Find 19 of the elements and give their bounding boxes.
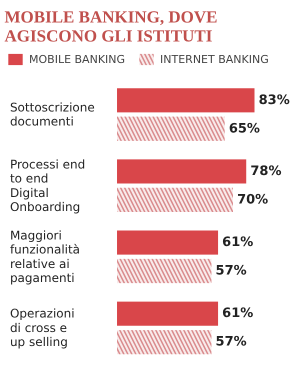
bar (117, 88, 255, 112)
bar (117, 302, 218, 326)
data-label: 83% (258, 92, 290, 108)
chart-title: MOBILE BANKING, DOVE AGISCONO GLI ISTITUTI (4, 8, 218, 46)
data-label: 65% (228, 121, 260, 136)
y-tick-label: Processi end to end Digital Onboarding (10, 157, 86, 214)
data-label: 78% (250, 164, 282, 179)
data-label: 61% (222, 235, 254, 250)
bar (117, 159, 246, 184)
bar (117, 230, 218, 255)
data-label: 57% (216, 264, 247, 279)
data-label: 61% (222, 306, 254, 322)
y-tick-label: Maggiori funzionalità relative ai pagamenti (10, 228, 80, 286)
legend-label: INTERNET BANKING (160, 52, 269, 66)
y-tick-label: Operazioni di cross e up selling (10, 306, 75, 350)
y-tick-label: Sottoscrizione documenti (10, 100, 95, 129)
data-label: 57% (216, 334, 247, 350)
data-label: 70% (237, 192, 268, 208)
legend-label: MOBILE BANKING (29, 52, 126, 66)
